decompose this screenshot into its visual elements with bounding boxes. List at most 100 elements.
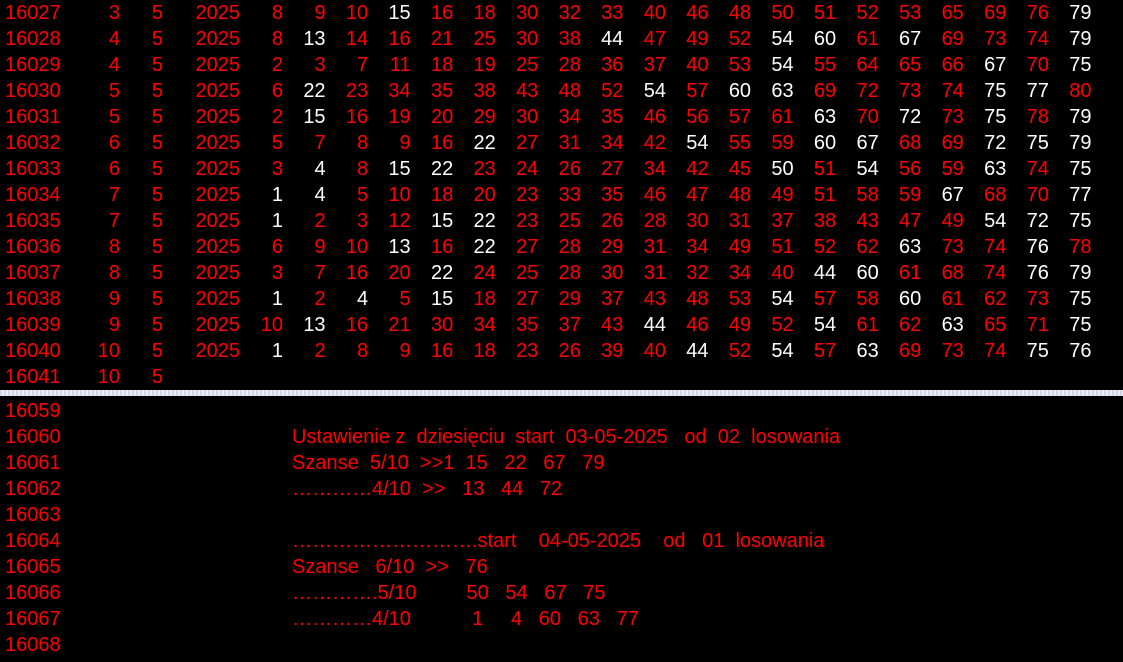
- number-cell[interactable]: 7: [314, 262, 326, 284]
- day-cell[interactable]: 7: [108, 210, 120, 232]
- number-cell[interactable]: 74: [984, 262, 1007, 284]
- year-cell[interactable]: 2025: [195, 184, 241, 206]
- note-text[interactable]: ……………………….start 04-05-2025 od 01 losowan…: [292, 530, 825, 552]
- row-id-cell[interactable]: 16030: [5, 80, 61, 102]
- number-cell[interactable]: 54: [813, 314, 837, 336]
- number-cell[interactable]: 61: [856, 314, 879, 336]
- number-cell[interactable]: 21: [388, 314, 411, 336]
- number-cell[interactable]: 40: [771, 262, 794, 284]
- day-cell[interactable]: 5: [108, 106, 120, 128]
- number-cell[interactable]: 13: [303, 314, 326, 336]
- month-cell[interactable]: 5: [151, 262, 163, 284]
- row-id-cell[interactable]: 16031: [5, 106, 61, 128]
- number-cell[interactable]: 7: [314, 132, 326, 154]
- day-cell[interactable]: 8: [108, 262, 120, 284]
- row-id-cell[interactable]: 16060: [5, 426, 61, 448]
- note-text[interactable]: Szanse 5/10 >>1 15 22 67 79: [292, 452, 605, 474]
- number-cell[interactable]: 20: [430, 106, 454, 128]
- number-cell[interactable]: 28: [558, 236, 581, 258]
- number-cell[interactable]: 32: [558, 2, 581, 24]
- number-cell[interactable]: 37: [558, 314, 581, 336]
- number-cell[interactable]: 51: [813, 158, 837, 180]
- number-cell[interactable]: 78: [1069, 236, 1092, 258]
- number-cell[interactable]: 4: [314, 158, 326, 180]
- number-cell[interactable]: 53: [728, 288, 752, 310]
- number-cell[interactable]: 54: [856, 158, 879, 180]
- number-cell[interactable]: 15: [430, 288, 454, 310]
- number-cell[interactable]: 65: [899, 54, 922, 76]
- row-id-cell[interactable]: 16027: [5, 2, 61, 24]
- number-cell[interactable]: 16: [345, 314, 369, 336]
- number-cell[interactable]: 18: [473, 288, 496, 310]
- number-cell[interactable]: 76: [1026, 262, 1049, 284]
- month-cell[interactable]: 5: [151, 54, 163, 76]
- number-cell[interactable]: 73: [1026, 288, 1049, 310]
- day-cell[interactable]: 8: [108, 236, 120, 258]
- number-cell[interactable]: 30: [516, 106, 539, 128]
- number-cell[interactable]: 60: [856, 262, 879, 284]
- number-cell[interactable]: 52: [813, 236, 837, 258]
- number-cell[interactable]: 68: [984, 184, 1007, 206]
- number-cell[interactable]: 72: [899, 106, 922, 128]
- number-cell[interactable]: 27: [516, 236, 539, 258]
- row-id-cell[interactable]: 16037: [5, 262, 61, 284]
- number-cell[interactable]: 16: [388, 28, 411, 50]
- number-cell[interactable]: 24: [473, 262, 496, 284]
- number-cell[interactable]: 75: [1026, 340, 1049, 362]
- number-cell[interactable]: 79: [1069, 262, 1092, 284]
- year-cell[interactable]: 2025: [195, 210, 241, 232]
- number-cell[interactable]: 51: [771, 236, 794, 258]
- number-cell[interactable]: 75: [1069, 314, 1092, 336]
- number-cell[interactable]: 30: [516, 28, 539, 50]
- number-cell[interactable]: 47: [686, 184, 709, 206]
- number-cell[interactable]: 15: [303, 106, 326, 128]
- number-cell[interactable]: 3: [356, 210, 369, 232]
- row-id-cell[interactable]: 16035: [5, 210, 61, 232]
- month-cell[interactable]: 5: [151, 366, 163, 388]
- number-cell[interactable]: 52: [728, 28, 752, 50]
- number-cell[interactable]: 33: [601, 2, 624, 24]
- number-cell[interactable]: 26: [558, 340, 581, 362]
- number-cell[interactable]: 11: [389, 54, 411, 76]
- number-cell[interactable]: 52: [601, 80, 624, 102]
- year-cell[interactable]: 2025: [195, 54, 241, 76]
- number-cell[interactable]: 63: [856, 340, 879, 362]
- row-id-cell[interactable]: 16038: [5, 288, 61, 310]
- number-cell[interactable]: 43: [516, 80, 539, 102]
- number-cell[interactable]: 79: [1069, 28, 1092, 50]
- number-cell[interactable]: 60: [728, 80, 752, 102]
- number-cell[interactable]: 65: [941, 2, 964, 24]
- number-cell[interactable]: 76: [1069, 340, 1092, 362]
- number-cell[interactable]: 29: [601, 236, 624, 258]
- year-cell[interactable]: 2025: [195, 132, 241, 154]
- day-cell[interactable]: 9: [108, 288, 120, 310]
- number-cell[interactable]: 75: [1069, 54, 1092, 76]
- row-id-cell[interactable]: 16034: [5, 184, 61, 206]
- number-cell[interactable]: 48: [558, 80, 581, 102]
- number-cell[interactable]: 3: [271, 158, 283, 180]
- number-cell[interactable]: 43: [601, 314, 624, 336]
- number-cell[interactable]: 49: [728, 236, 752, 258]
- number-cell[interactable]: 36: [601, 54, 624, 76]
- number-cell[interactable]: 33: [558, 184, 581, 206]
- row-id-cell[interactable]: 16039: [5, 314, 61, 336]
- number-cell[interactable]: 79: [1069, 106, 1092, 128]
- number-cell[interactable]: 37: [643, 54, 666, 76]
- number-cell[interactable]: 75: [1069, 158, 1092, 180]
- day-cell[interactable]: 5: [108, 80, 120, 102]
- row-id-cell[interactable]: 16041: [5, 366, 61, 388]
- day-cell[interactable]: 10: [97, 366, 120, 388]
- pane-splitter[interactable]: [0, 390, 1123, 396]
- number-cell[interactable]: 5: [399, 288, 411, 310]
- number-cell[interactable]: 65: [984, 314, 1007, 336]
- number-cell[interactable]: 34: [388, 80, 411, 102]
- number-cell[interactable]: 15: [388, 2, 411, 24]
- number-cell[interactable]: 72: [856, 80, 879, 102]
- number-cell[interactable]: 59: [771, 132, 794, 154]
- number-cell[interactable]: 9: [399, 340, 411, 362]
- number-cell[interactable]: 68: [899, 132, 922, 154]
- number-cell[interactable]: 8: [356, 158, 369, 180]
- number-cell[interactable]: 22: [473, 132, 496, 154]
- number-cell[interactable]: 49: [728, 314, 752, 336]
- number-cell[interactable]: 48: [686, 288, 709, 310]
